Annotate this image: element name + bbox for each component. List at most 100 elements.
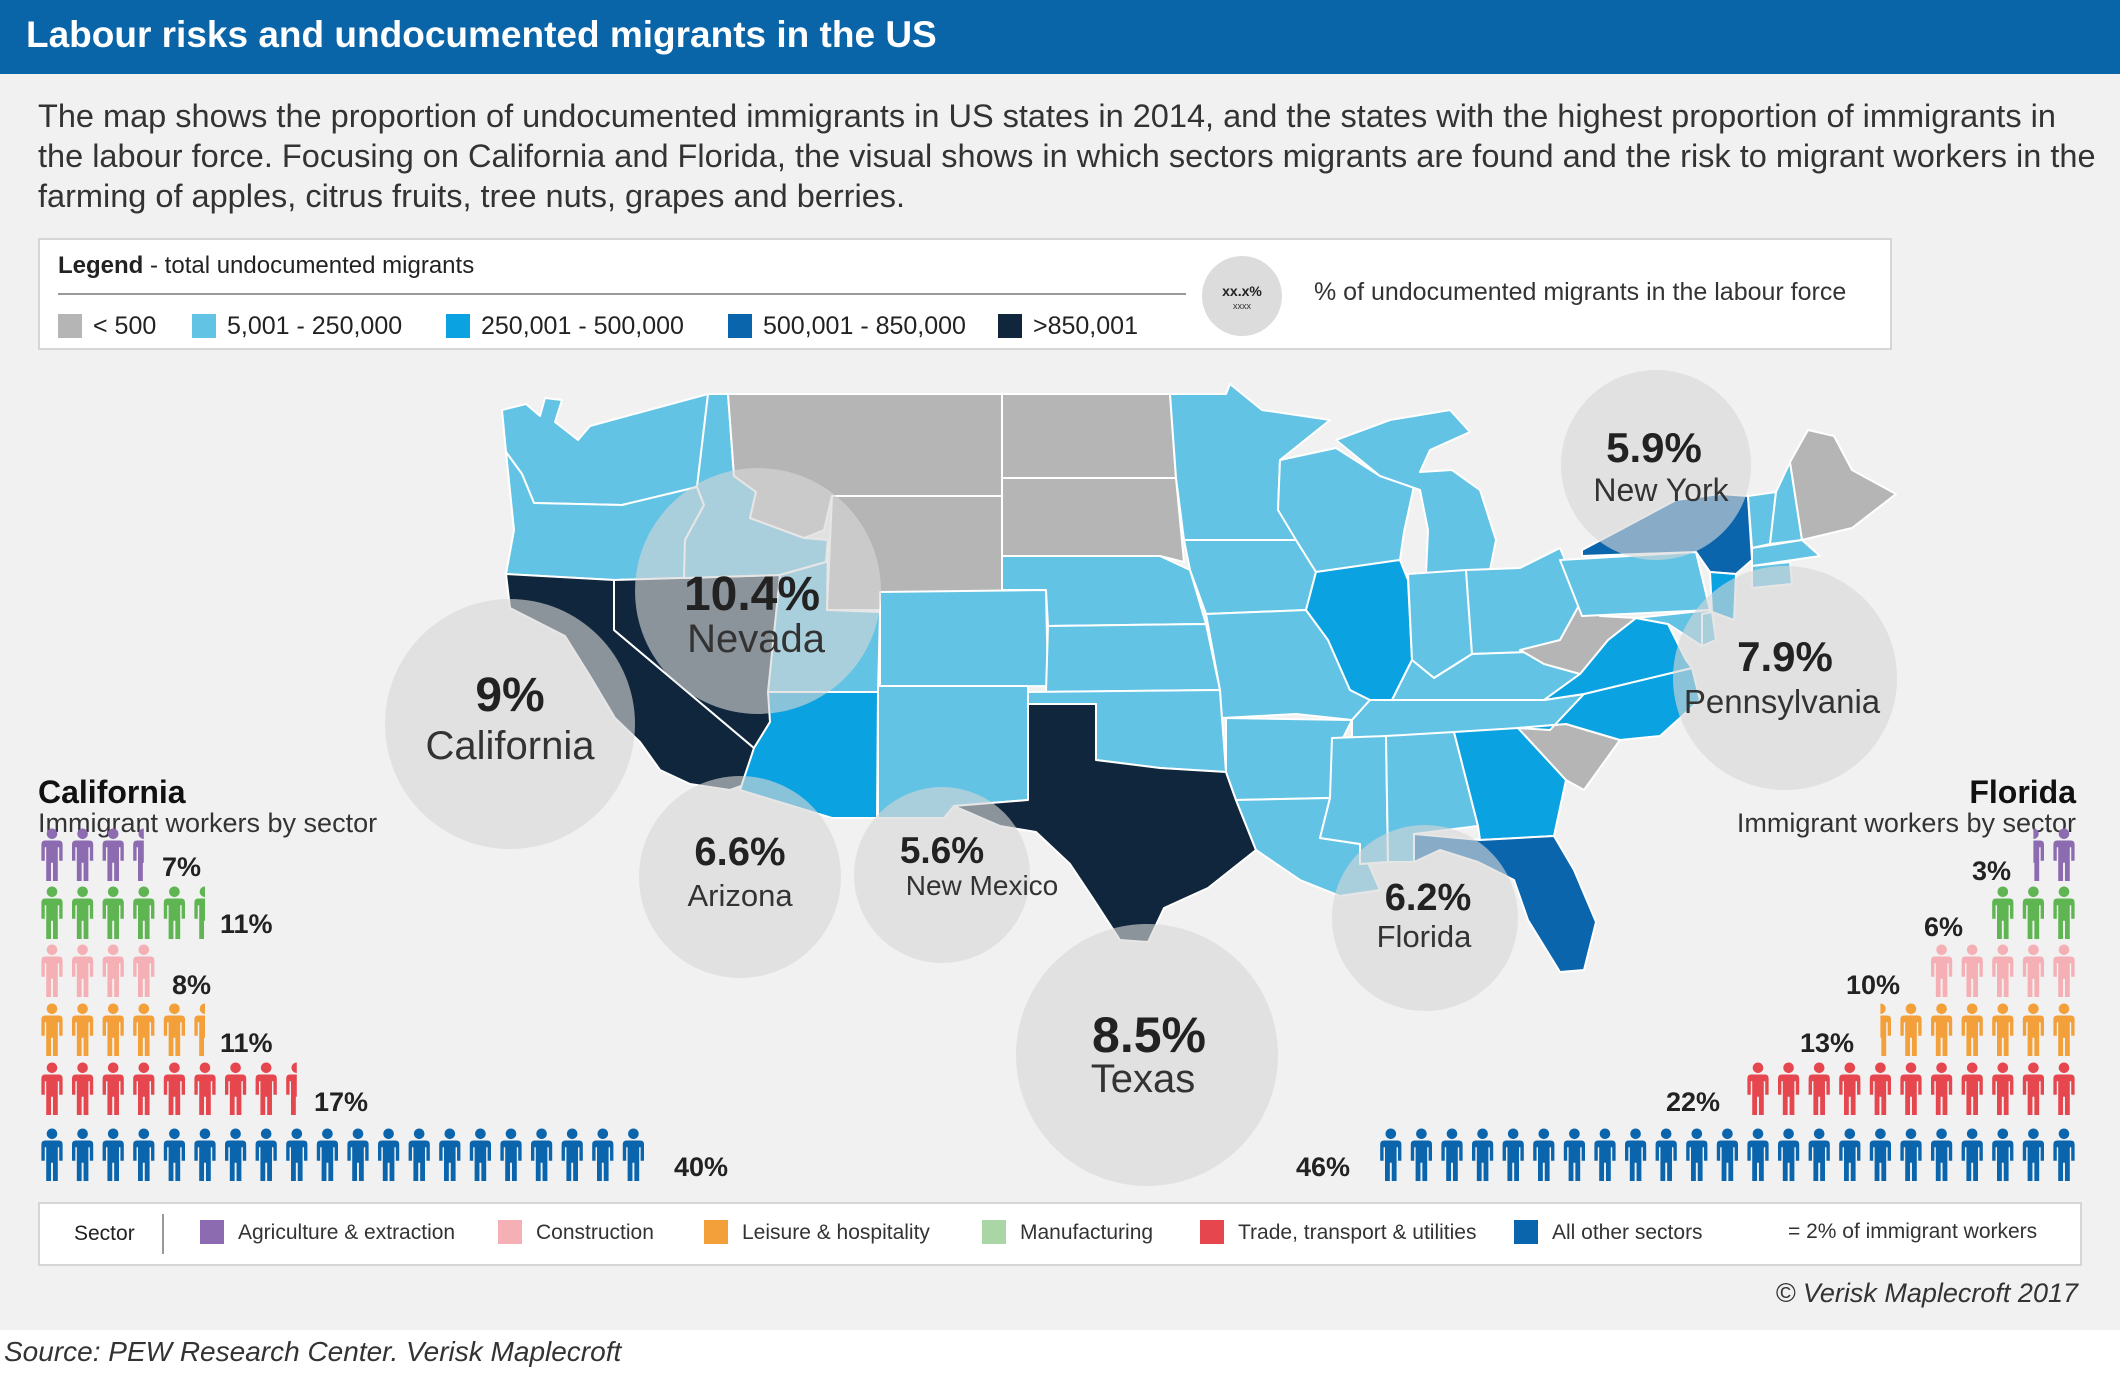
california-title: California [38,774,186,810]
california-person-icon [592,1128,614,1182]
bubble-nevada-percent: 10.4% [683,568,821,621]
florida-person-icon [1502,1128,1524,1182]
bubble-new-york [1561,370,1751,560]
california-person-icon [41,1062,63,1116]
sector-legend-divider [162,1214,164,1254]
state-wisconsin [1277,447,1415,573]
legend-item-lt500: < 500 [58,312,156,342]
legend-item-250001-500000: 250,001 - 500,000 [446,312,684,342]
sector-item-other: All other sectors [1514,1220,1703,1245]
california-person-icon [133,828,144,882]
florida-person-icon [2053,944,2075,998]
florida-person-icon [1624,1128,1647,1182]
california-person-icon [439,1128,461,1182]
california-person-icon [71,1062,94,1116]
sector-item-trade: Trade, transport & utilities [1200,1220,1477,1245]
bubble-pennsylvania-name: Pennsylvania [1683,683,1881,720]
map-legend: Legend - total undocumented migrants < 5… [38,238,1892,350]
legend-title: Legend - total undocumented migrants [58,252,475,279]
legend-swatch [446,314,470,338]
california-person-icon [163,1003,186,1057]
bubble-florida-percent: 6.2% [1384,877,1472,919]
california-person-icon [71,886,94,940]
california-person-icon [102,944,124,998]
california-person-icon [622,1128,645,1182]
california-person-icon [71,1128,94,1182]
florida-person-icon [1930,1003,1953,1057]
california-person-icon [102,1128,124,1182]
florida-person-icon [1563,1128,1586,1182]
california-person-icon [255,1062,277,1116]
sector-item-manufacturing: Manufacturing [982,1220,1153,1245]
california-person-icon [71,944,94,998]
california-pct-agriculture: 7% [162,852,202,882]
florida-subtitle: Immigrant workers by sector [1736,808,2076,838]
bubble-pennsylvania [1673,566,1897,790]
florida-person-icon-partial [2033,828,2045,882]
florida-person-icon-partial [1880,1003,1892,1057]
bubble-california-percent: 9% [475,669,545,722]
bubble-arizona-name: Arizona [687,878,793,913]
bubble-pennsylvania-percent: 7.9% [1737,633,1833,680]
california-pct-leisure: 11% [220,1028,273,1058]
copyright: © Verisk Maplecroft 2017 [1775,1278,2078,1308]
legend-divider [58,293,1186,295]
california-person-icon [41,1003,63,1057]
california-person-icon [102,886,124,940]
legend-item-500001-850000: 500,001 - 850,000 [728,312,966,342]
california-person-icon [224,1128,247,1182]
page-title: Labour risks and undocumented migrants i… [26,14,937,55]
florida-person-icon [1961,1062,1983,1116]
california-person-icon [102,828,124,882]
california-person-icon [133,1062,155,1116]
florida-person-icon [1930,1128,1953,1182]
california-person-icon [41,944,63,998]
california-pct-other: 40% [674,1152,729,1182]
california-person-icon [102,1062,124,1116]
bubble-nevada [635,468,881,714]
california-person-icon [224,1062,247,1116]
california-pct-manufacturing: 11% [220,909,273,939]
florida-person-icon [1961,944,1983,998]
state-massachusetts [1751,539,1821,567]
florida-person-icon [1655,1128,1677,1182]
bubble-new-mexico-percent: 5.6% [899,830,985,871]
florida-pct-manufacturing: 6% [1924,912,1964,942]
california-person-icon [41,828,63,882]
florida-person-icon [2022,944,2045,998]
california-person-icon [286,1062,297,1116]
sector-swatch [704,1220,728,1244]
california-person-icon [286,1128,308,1182]
california-person-icon [347,1128,369,1182]
california-subtitle: Immigrant workers by sector [38,808,378,838]
florida-person-icon [1839,1062,1861,1116]
florida-pct-trade: 22% [1666,1087,1721,1117]
florida-person-icon [1930,1062,1953,1116]
florida-person-icon [1961,1128,1983,1182]
california-person-icon [500,1128,522,1182]
sector-swatch [1200,1220,1224,1244]
legend-swatch [192,314,216,338]
california-person-icon [316,1128,339,1182]
bubble-arizona [639,776,841,978]
florida-person-icon [1992,944,2014,998]
florida-person-icon [1777,1128,1800,1182]
california-person-icon [194,1062,216,1116]
california-person-icon [133,1003,155,1057]
florida-person-icon [1441,1128,1463,1182]
florida-person-icon [2053,1003,2075,1057]
california-pct-trade: 17% [314,1087,369,1117]
florida-person-icon [1869,1062,1892,1116]
california-person-icon [133,944,155,998]
florida-pct-agriculture: 3% [1972,856,2012,886]
sector-legend: Sector Agriculture & extraction Construc… [38,1202,2082,1266]
california-person-icon [561,1128,583,1182]
bubble-new-mexico-name: New Mexico [905,870,1059,901]
florida-person-icon [2022,1003,2045,1057]
florida-person-icon [1992,1003,2014,1057]
sector-item-construction: Construction [498,1220,654,1245]
bubble-texas-percent: 8.5% [1092,1007,1206,1063]
florida-person-icon [1808,1128,1830,1182]
